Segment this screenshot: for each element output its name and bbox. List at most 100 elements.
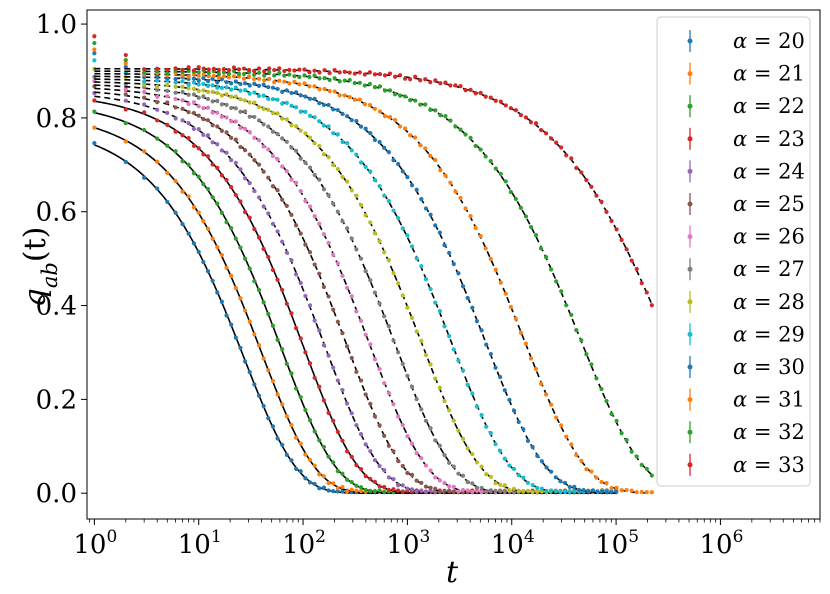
- data-point: [595, 489, 600, 494]
- data-point: [298, 156, 303, 161]
- data-point: [326, 155, 331, 160]
- data-point: [507, 463, 512, 468]
- data-point: [451, 418, 456, 423]
- data-point: [567, 489, 572, 495]
- data-point: [165, 199, 170, 205]
- data-point: [418, 78, 423, 83]
- data-point: [335, 429, 340, 434]
- data-point: [229, 87, 234, 92]
- data-point: [342, 69, 347, 74]
- data-point: [312, 262, 317, 267]
- data-point: [186, 82, 191, 87]
- data-point: [275, 337, 280, 342]
- data-point: [155, 159, 160, 164]
- data-point: [354, 488, 359, 493]
- data-point: [335, 209, 340, 214]
- data-point: [312, 73, 317, 78]
- data-point: [142, 102, 147, 107]
- data-point: [386, 324, 391, 329]
- data-point: [599, 386, 604, 392]
- data-point: [180, 73, 185, 78]
- data-point: [221, 74, 226, 79]
- data-point: [443, 114, 448, 119]
- data-point: [326, 102, 331, 108]
- data-point: [262, 73, 267, 78]
- data-point: [438, 81, 443, 86]
- data-point: [387, 115, 393, 120]
- data-point: [142, 95, 147, 100]
- data-point: [363, 473, 368, 479]
- data-point: [196, 88, 201, 94]
- data-point: [539, 459, 544, 464]
- data-point: [289, 458, 294, 463]
- data-point: [289, 123, 294, 128]
- data-point: [155, 66, 160, 71]
- data-point: [498, 488, 503, 493]
- data-point: [448, 83, 453, 88]
- data-point: [396, 414, 401, 419]
- data-point: [442, 453, 447, 458]
- legend-label: α = 21: [733, 62, 805, 86]
- legend-marker: [687, 103, 693, 109]
- data-point: [437, 478, 442, 483]
- data-point: [403, 76, 408, 81]
- data-point: [396, 350, 401, 355]
- data-point: [173, 76, 178, 82]
- data-point: [342, 93, 347, 98]
- data-point: [292, 68, 297, 73]
- legend-entry-9: α = 28: [687, 290, 805, 314]
- data-point: [335, 489, 340, 494]
- data-point: [307, 74, 312, 80]
- data-point: [292, 79, 297, 84]
- data-point: [205, 118, 211, 123]
- data-point: [256, 104, 262, 110]
- data-point: [173, 149, 178, 154]
- data-point: [458, 127, 463, 132]
- data-point: [558, 489, 563, 495]
- data-point: [226, 75, 232, 80]
- data-point: [303, 293, 308, 299]
- data-point: [224, 102, 229, 107]
- data-point: [205, 154, 211, 159]
- data-point: [498, 374, 503, 380]
- data-point: [312, 375, 317, 380]
- data-point: [511, 490, 517, 495]
- data-point: [242, 308, 248, 313]
- data-point: [549, 136, 554, 141]
- legend-label: α = 20: [733, 29, 805, 53]
- data-point: [242, 148, 248, 153]
- data-point: [229, 119, 234, 124]
- data-point: [629, 449, 634, 454]
- data-point: [649, 303, 654, 308]
- legend-marker: [687, 136, 693, 142]
- data-point: [340, 273, 345, 279]
- data-point: [284, 301, 289, 306]
- plot-area: [92, 34, 654, 495]
- data-point: [205, 269, 211, 274]
- data-point: [246, 74, 252, 79]
- data-point: [553, 475, 558, 480]
- x-tick-label: 101: [178, 527, 222, 560]
- data-point: [210, 89, 215, 94]
- data-point: [460, 473, 466, 478]
- data-point: [294, 435, 299, 440]
- y-tick-label: 1.0: [36, 10, 77, 40]
- data-point: [564, 303, 569, 308]
- data-point: [321, 343, 327, 348]
- data-point: [326, 353, 331, 358]
- data-point: [428, 426, 433, 431]
- data-point: [456, 358, 461, 363]
- data-point: [405, 175, 410, 180]
- data-point: [518, 205, 524, 210]
- data-point: [312, 172, 317, 178]
- data-point: [266, 175, 271, 180]
- x-tick-label: 104: [491, 527, 535, 560]
- data-point: [474, 485, 480, 491]
- data-point: [400, 361, 405, 366]
- data-point: [284, 250, 289, 255]
- data-point: [317, 119, 322, 124]
- data-point: [488, 488, 493, 493]
- data-point: [284, 361, 289, 366]
- data-point: [277, 66, 282, 71]
- data-point: [354, 118, 359, 124]
